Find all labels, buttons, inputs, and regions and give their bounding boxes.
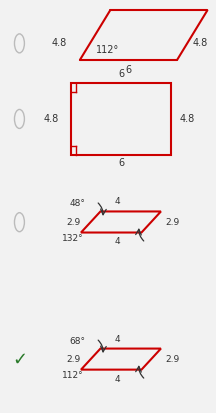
Text: 2.9: 2.9 [67,355,81,364]
Text: 4.8: 4.8 [192,38,208,48]
Text: 6: 6 [125,65,132,75]
Text: 2.9: 2.9 [165,355,179,364]
Text: 112°: 112° [96,45,120,55]
Text: 2.9: 2.9 [165,218,179,227]
Bar [71,83,171,155]
Text: ✓: ✓ [12,350,27,368]
Text: 4.8: 4.8 [179,114,195,124]
Text: 4: 4 [115,375,121,384]
Text: 4.8: 4.8 [43,114,58,124]
Text: 4: 4 [115,197,121,206]
Text: 112°: 112° [62,371,83,380]
Text: 4: 4 [115,237,121,247]
Text: 132°: 132° [62,234,83,243]
Text: 4: 4 [115,335,121,344]
Text: 2.9: 2.9 [67,218,81,227]
Text: 68°: 68° [69,337,85,346]
Text: 6: 6 [118,69,124,79]
Text: 6: 6 [118,158,124,168]
Text: 4.8: 4.8 [52,38,67,48]
Text: 48°: 48° [70,199,85,208]
